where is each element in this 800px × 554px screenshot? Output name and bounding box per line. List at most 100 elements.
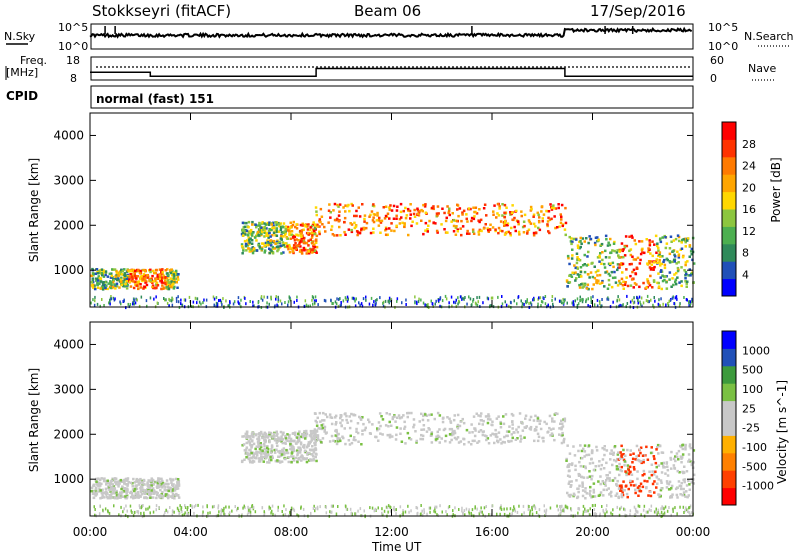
data-cell: [90, 284, 94, 287]
data-cell: [444, 434, 448, 438]
data-cell: [294, 225, 297, 229]
data-cell: [401, 301, 403, 305]
data-cell: [274, 221, 277, 224]
data-cell: [97, 275, 100, 278]
data-cell: [458, 424, 462, 428]
data-cell: [283, 245, 287, 249]
data-cell: [587, 297, 589, 301]
data-cell: [94, 508, 96, 511]
data-cell: [641, 251, 644, 254]
data-cell: [140, 511, 142, 515]
data-cell: [560, 441, 564, 445]
data-cell: [316, 436, 320, 439]
data-cell: [549, 203, 552, 206]
data-cell: [422, 428, 426, 431]
data-cell: [396, 297, 399, 301]
data-cell: [621, 491, 624, 494]
data-cell: [686, 237, 690, 240]
data-cell: [324, 299, 327, 303]
data-cell: [422, 232, 425, 236]
data-cell: [610, 490, 613, 494]
colorbar-tick-label: 16: [742, 203, 756, 216]
data-cell: [558, 299, 561, 303]
data-cell: [142, 504, 144, 507]
data-cell: [569, 240, 573, 243]
data-cell: [484, 415, 488, 418]
data-cell: [120, 268, 123, 272]
data-cell: [622, 458, 626, 462]
data-cell: [425, 414, 428, 417]
data-cell: [133, 299, 135, 303]
data-cell: [336, 297, 338, 301]
data-cell: [683, 478, 687, 481]
data-cell: [138, 304, 141, 308]
data-cell: [485, 438, 488, 442]
colorbar-tick-label: 25: [742, 402, 756, 415]
data-cell: [564, 221, 568, 225]
data-cell: [620, 248, 624, 252]
data-cell: [680, 284, 683, 288]
data-cell: [179, 504, 181, 508]
data-cell: [532, 215, 535, 218]
data-cell: [425, 430, 429, 433]
data-cell: [108, 511, 111, 515]
data-cell: [530, 303, 533, 307]
data-cell: [132, 496, 135, 500]
data-cell: [388, 296, 391, 300]
data-cell: [448, 433, 452, 436]
data-cell: [99, 280, 103, 283]
data-cell: [294, 247, 298, 251]
data-cell: [102, 491, 106, 494]
data-cell: [477, 414, 480, 417]
data-cell: [650, 463, 654, 466]
data-cell: [386, 433, 389, 437]
data-cell: [350, 441, 354, 445]
data-cell: [629, 300, 632, 304]
data-cell: [529, 205, 533, 209]
data-cell: [330, 422, 334, 426]
data-cell: [563, 437, 566, 441]
data-cell: [526, 230, 529, 233]
data-cell: [307, 304, 309, 308]
data-cell: [108, 484, 112, 487]
data-cell: [356, 233, 359, 237]
data-cell: [657, 478, 660, 481]
data-cell: [129, 273, 132, 276]
data-cell: [101, 494, 104, 497]
data-cell: [360, 443, 363, 446]
data-cell: [595, 445, 598, 449]
data-cell: [643, 472, 646, 476]
data-cell: [509, 211, 512, 214]
data-cell: [108, 482, 112, 485]
data-cell: [281, 510, 283, 513]
data-cell: [134, 492, 137, 495]
data-cell: [142, 287, 145, 290]
data-cell: [247, 236, 250, 240]
data-cell: [456, 413, 460, 417]
data-cell: [242, 247, 245, 250]
data-cell: [171, 489, 175, 492]
data-cell: [113, 283, 116, 286]
data-cell: [416, 208, 420, 212]
data-cell: [246, 244, 249, 247]
data-cell: [114, 297, 116, 301]
data-cell: [132, 302, 134, 306]
data-cell: [120, 273, 124, 276]
data-cell: [396, 416, 399, 419]
data-cell: [288, 440, 292, 443]
data-cell: [340, 303, 342, 307]
data-cell: [598, 460, 601, 463]
data-cell: [238, 302, 241, 306]
data-cell: [501, 295, 503, 298]
data-cell: [318, 411, 322, 415]
data-cell: [168, 297, 170, 301]
data-cell: [293, 431, 297, 434]
data-cell: [164, 489, 167, 492]
data-cell: [217, 506, 219, 510]
data-cell: [343, 216, 347, 220]
data-cell: [330, 434, 334, 438]
data-cell: [463, 509, 466, 513]
data-cell: [372, 220, 376, 224]
data-cell: [249, 513, 252, 517]
data-cell: [92, 483, 96, 487]
